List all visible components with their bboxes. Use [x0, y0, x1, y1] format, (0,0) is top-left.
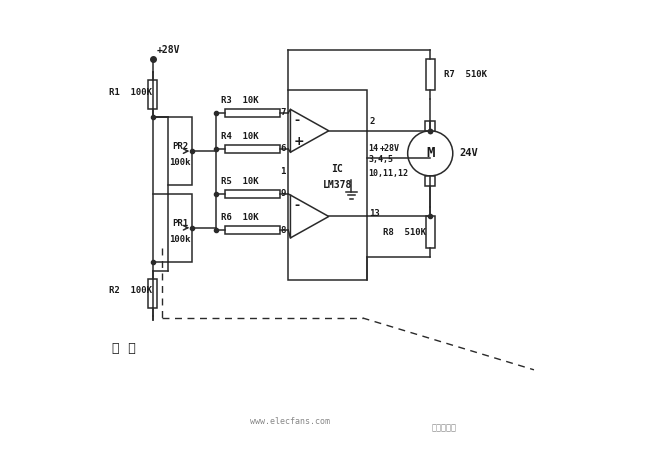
Text: -: - — [294, 199, 299, 212]
Bar — [426, 59, 435, 90]
Text: R4  10K: R4 10K — [221, 132, 259, 141]
Bar — [148, 279, 157, 308]
Text: +28V: +28V — [157, 45, 180, 55]
Text: R1  100K: R1 100K — [109, 88, 152, 97]
Text: 图  九: 图 九 — [112, 342, 136, 355]
Text: 2: 2 — [370, 117, 375, 126]
Text: www.elecfans.com: www.elecfans.com — [250, 417, 330, 426]
Text: 3,4,5: 3,4,5 — [368, 155, 394, 164]
Text: R3  10K: R3 10K — [221, 96, 259, 105]
Text: IC: IC — [331, 164, 343, 174]
Bar — [225, 109, 279, 117]
Text: +28V: +28V — [379, 144, 400, 153]
Text: 100k: 100k — [169, 158, 191, 167]
Bar — [225, 226, 279, 234]
Bar — [225, 190, 279, 198]
Text: +: + — [294, 135, 305, 148]
Bar — [425, 121, 435, 131]
Text: 6: 6 — [281, 144, 286, 153]
Text: 10,11,12: 10,11,12 — [368, 169, 408, 178]
Bar — [148, 80, 157, 109]
Bar — [225, 145, 279, 153]
Text: PR1: PR1 — [172, 219, 188, 228]
Text: R6  10K: R6 10K — [221, 213, 259, 222]
Text: 9: 9 — [281, 189, 286, 198]
Text: 8: 8 — [281, 226, 286, 235]
Text: 1: 1 — [281, 167, 286, 176]
Text: R2  100K: R2 100K — [109, 286, 152, 295]
Text: 100k: 100k — [169, 235, 191, 244]
Text: 14: 14 — [368, 144, 379, 153]
Bar — [425, 176, 435, 186]
Text: M: M — [426, 146, 434, 161]
Text: 13: 13 — [370, 209, 380, 218]
Text: R7  510K: R7 510K — [444, 70, 486, 79]
Text: R8  510K: R8 510K — [383, 228, 426, 237]
Text: LM378: LM378 — [323, 180, 352, 190]
Bar — [168, 117, 193, 185]
Bar — [288, 90, 367, 280]
Text: PR2: PR2 — [172, 142, 188, 151]
Text: 7: 7 — [281, 108, 286, 117]
Text: -: - — [294, 114, 299, 127]
Text: 电子发烧友: 电子发烧友 — [431, 423, 456, 433]
Bar — [426, 216, 435, 248]
Bar — [168, 194, 193, 262]
Text: 24V: 24V — [460, 148, 478, 158]
Text: R5  10K: R5 10K — [221, 177, 259, 186]
